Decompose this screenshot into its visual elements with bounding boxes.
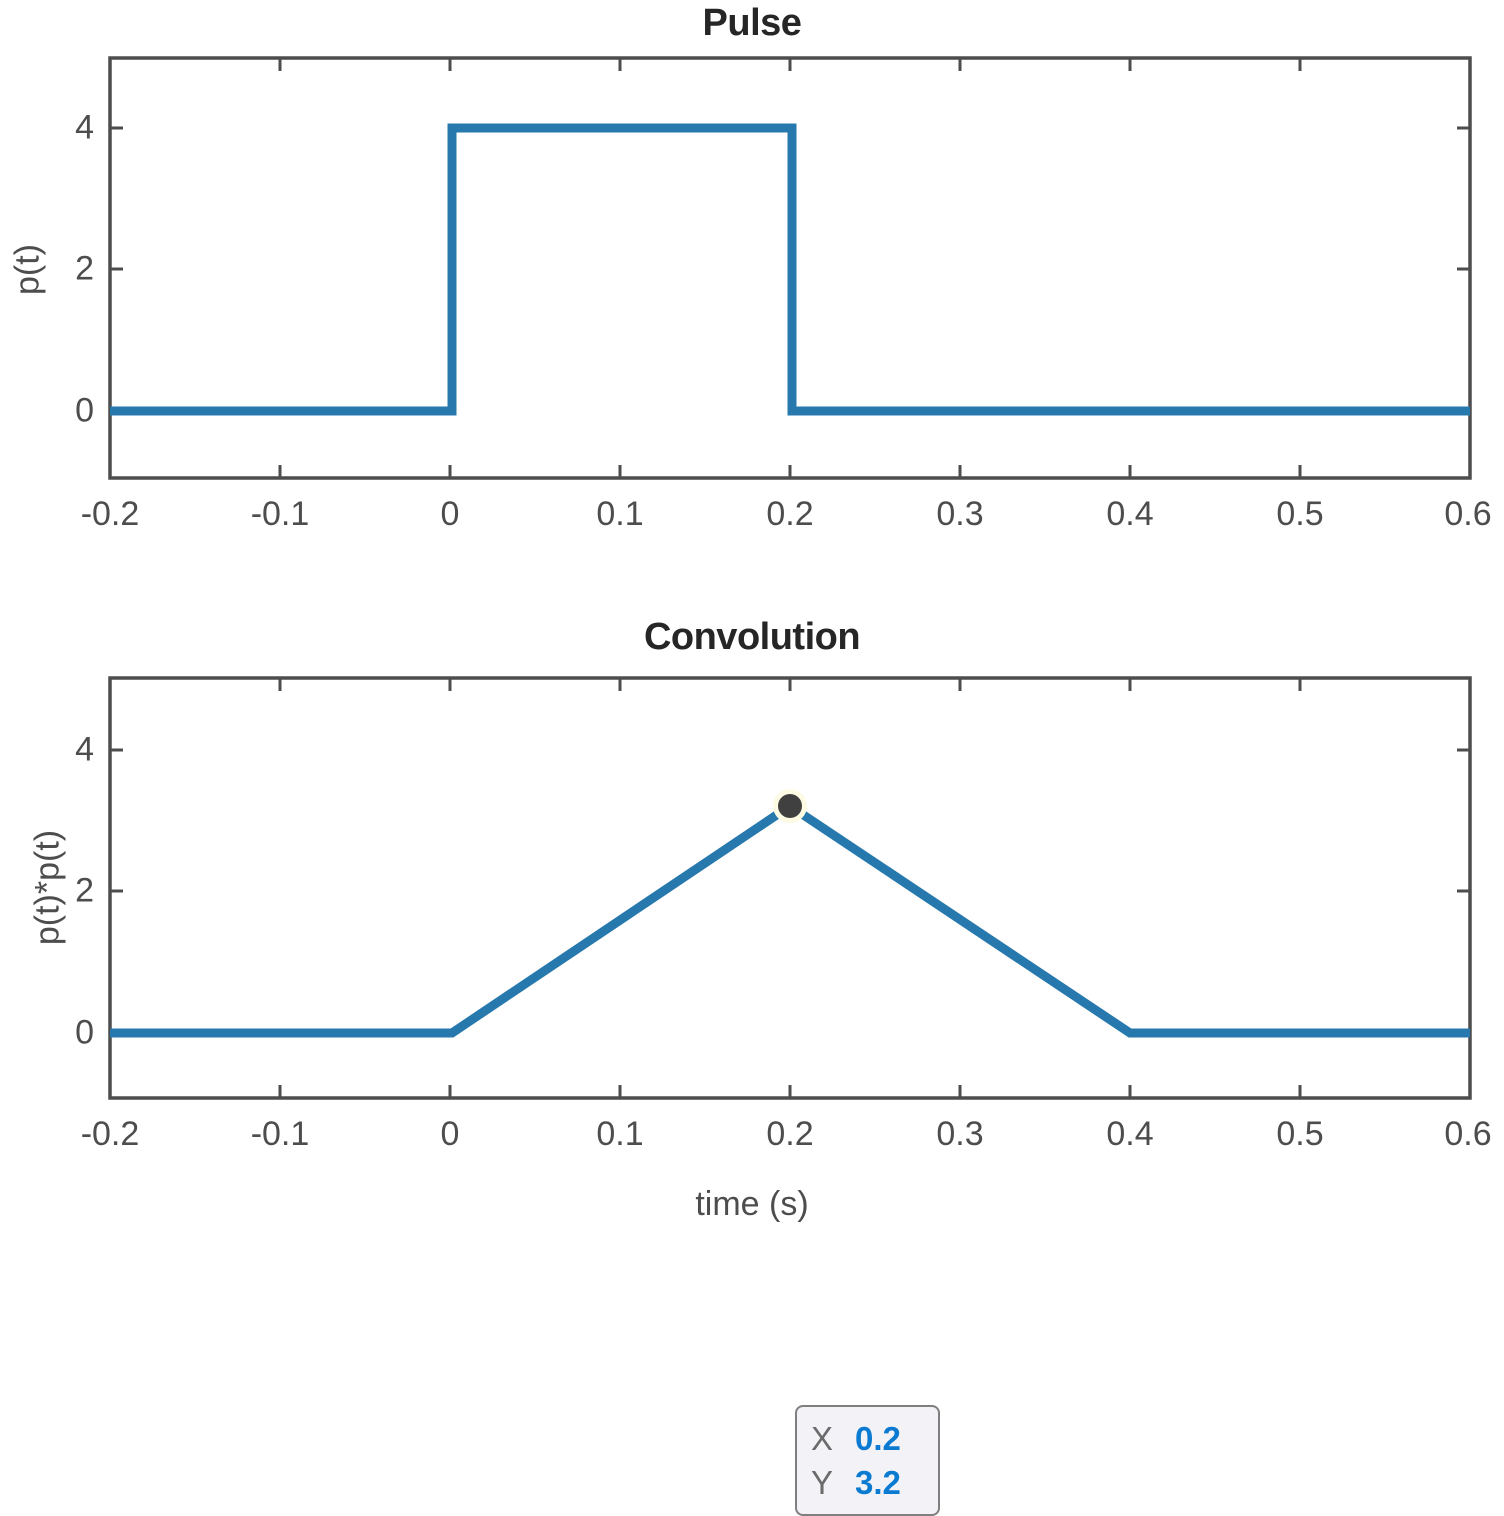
pulse-xtick-7: 0.5 (1276, 495, 1324, 533)
convolution-title: Convolution (643, 616, 861, 658)
datatip-y-value: 3.2 (855, 1463, 901, 1501)
convolution-xtick-0: -0.2 (80, 1115, 140, 1153)
pulse-ytick-1: 2 (75, 249, 94, 288)
convolution-xtick-4: 0.2 (766, 1115, 814, 1153)
convolution-x-ticks (108, 678, 1472, 1098)
convolution-xtick-3: 0.1 (596, 1115, 644, 1153)
pulse-data-line (110, 123, 1470, 416)
pulse-xtick-5: 0.3 (936, 495, 984, 533)
datatip-y-key: Y (811, 1463, 834, 1501)
convolution-xlabel: time (s) (695, 1185, 809, 1223)
convolution-xtick-5: 0.3 (936, 1115, 984, 1153)
subplot-pulse: Pulse p(t) (0, 0, 1504, 600)
convolution-xtick-2: 0 (440, 1115, 460, 1153)
convolution-xtick-7: 0.5 (1276, 1115, 1324, 1153)
convolution-ytick-0: 0 (75, 1013, 94, 1052)
pulse-ytick-0: 0 (75, 391, 94, 430)
datatip-row-y: Y 3.2 (811, 1461, 924, 1505)
convolution-xtick-6: 0.4 (1106, 1115, 1154, 1153)
pulse-axes (108, 56, 1472, 480)
pulse-xtick-1: -0.1 (250, 495, 310, 533)
subplot-convolution: Convolution p(t)*p(t) (0, 600, 1504, 1516)
pulse-xtick-2: 0 (440, 495, 460, 533)
convolution-ytick-2: 4 (75, 730, 94, 769)
datatip-box[interactable]: X 0.2 Y 3.2 (795, 1405, 940, 1516)
convolution-xtick-1: -0.1 (250, 1115, 310, 1153)
pulse-xtick-3: 0.1 (596, 495, 644, 533)
datatip-row-x: X 0.2 (811, 1417, 924, 1461)
pulse-xtick-6: 0.4 (1106, 495, 1154, 533)
pulse-xtick-4: 0.2 (766, 495, 814, 533)
pulse-title: Pulse (702, 2, 802, 44)
pulse-x-ticks (108, 58, 1472, 478)
convolution-axes (108, 676, 1472, 1100)
convolution-data-line (110, 800, 1470, 1038)
datatip-x-key: X (811, 1420, 834, 1457)
pulse-xtick-0: -0.2 (80, 495, 140, 533)
pulse-xtick-8: 0.6 (1444, 495, 1492, 533)
datatip-marker-dot[interactable] (778, 794, 802, 818)
datatip-x-value: 0.2 (855, 1420, 901, 1457)
pulse-ytick-2: 4 (75, 108, 94, 147)
convolution-ytick-1: 2 (75, 871, 94, 910)
convolution-xtick-8: 0.6 (1444, 1115, 1492, 1153)
